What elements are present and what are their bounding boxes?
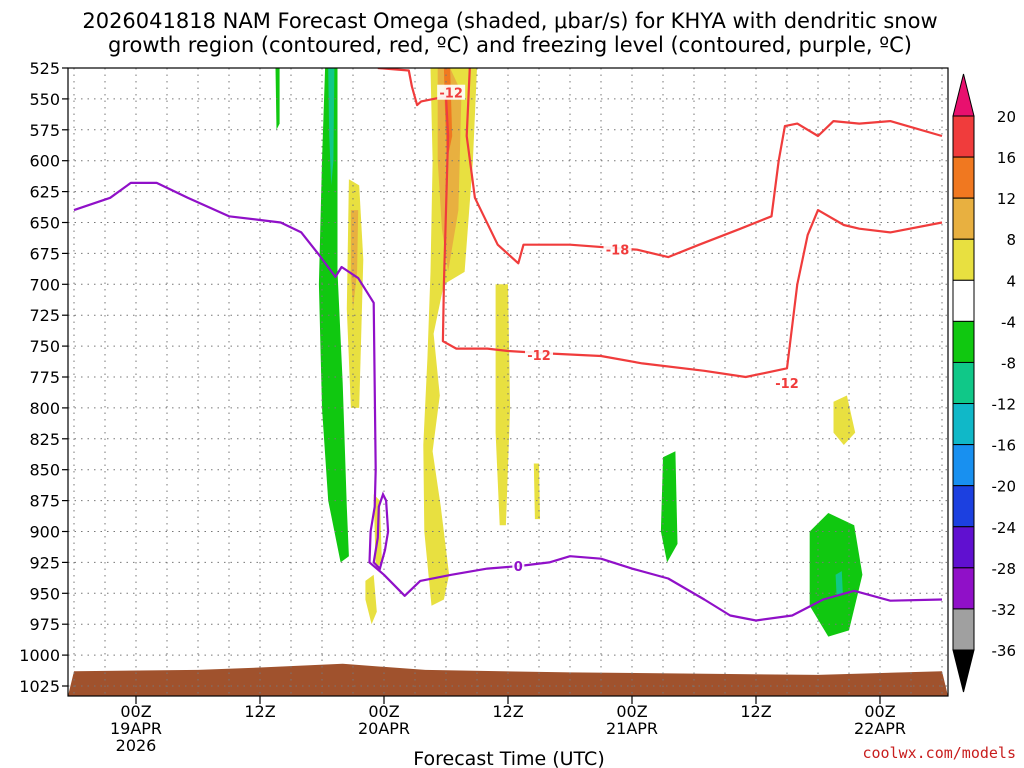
contour-label-bg-3 <box>603 241 632 257</box>
omega-region-10 <box>495 284 511 526</box>
colorbar-bin-4 <box>952 279 975 322</box>
omega-shading-layer <box>275 68 863 637</box>
colorbar-label-11: -28 <box>992 560 1017 578</box>
y-tick-label-750: 750 <box>29 337 60 356</box>
colorbar-label-2: 12 <box>997 190 1016 208</box>
y-tick-label-875: 875 <box>29 492 60 511</box>
colorbar-bin-10 <box>952 526 975 569</box>
x-axis-label: Forecast Time (UTC) <box>413 748 604 768</box>
colorbar-bin-7 <box>952 403 975 446</box>
colorbar-bin-5 <box>952 320 975 363</box>
x-tick-label-6-0: 00Z <box>864 702 895 721</box>
contour-label-bg-1 <box>525 346 553 362</box>
y-tick-label-575: 575 <box>29 121 60 140</box>
colorbar-bin-0 <box>952 115 975 158</box>
colorbar-bin-12 <box>952 608 975 651</box>
x-tick-label-1-0: 12Z <box>244 702 275 721</box>
colorbar-label-12: -32 <box>992 601 1017 619</box>
y-tick-label-600: 600 <box>29 152 60 171</box>
omega-region-2 <box>328 68 335 186</box>
freezing-level-loop <box>372 491 390 571</box>
y-tick-label-675: 675 <box>29 244 60 263</box>
colorbar-label-4: 4 <box>1006 272 1016 290</box>
colorbar-bin-1 <box>952 156 975 199</box>
y-tick-label-950: 950 <box>29 584 60 603</box>
colorbar-label-13: -36 <box>992 642 1017 660</box>
x-tick-label-4-1: 21APR <box>606 719 658 738</box>
x-tick-label-3-0: 12Z <box>492 702 523 721</box>
omega-region-15 <box>835 571 843 596</box>
x-tick-label-0-2: 2026 <box>116 736 157 755</box>
credit-text: coolwx.com/models <box>862 744 1016 762</box>
omega-region-13 <box>660 451 678 563</box>
colorbar-bottom-arrow <box>952 649 975 693</box>
y-tick-label-725: 725 <box>29 306 60 325</box>
y-tick-label-925: 925 <box>29 553 60 572</box>
colorbar-label-9: -20 <box>992 478 1017 496</box>
x-tick-label-2-1: 20APR <box>358 719 410 738</box>
contour-label-bg-0 <box>437 84 466 100</box>
colorbar-label-0: 20 <box>997 108 1016 126</box>
omega-region-8 <box>437 68 462 272</box>
contour-label-bg-4 <box>512 558 525 574</box>
x-tick-label-6-1: 22APR <box>854 719 906 738</box>
y-tick-label-700: 700 <box>29 275 60 294</box>
y-tick-label-850: 850 <box>29 461 60 480</box>
omega-region-5 <box>365 574 377 625</box>
y-tick-label-525: 525 <box>29 59 60 78</box>
x-tick-label-0-1: 19APR <box>110 719 162 738</box>
x-tick-label-4-0: 00Z <box>616 702 647 721</box>
colorbar: 20 16 12 8 4 -4 -8 -12 -16 -20 -24 -28 -32 -36 <box>952 73 1017 693</box>
colorbar-bin-2 <box>952 197 975 240</box>
colorbar-top-arrow <box>952 73 975 117</box>
y-tick-label-800: 800 <box>29 399 60 418</box>
y-tick-label-775: 775 <box>29 368 60 387</box>
y-tick-label-900: 900 <box>29 523 60 542</box>
omega-region-1 <box>318 68 349 563</box>
x-tick-label-0-0: 00Z <box>120 702 151 721</box>
colorbar-label-1: 16 <box>997 149 1016 167</box>
y-tick-label-625: 625 <box>29 183 60 202</box>
colorbar-bin-8 <box>952 444 975 487</box>
colorbar-bin-3 <box>952 238 975 281</box>
omega-region-4 <box>350 210 359 309</box>
contour-line-4 <box>73 181 943 622</box>
y-axis-ticks: 525 550 575 600 625 650 675 700 725 750 775 800 825 8… <box>19 59 68 696</box>
omega-region-12 <box>833 395 856 445</box>
colorbar-bin-6 <box>952 361 975 405</box>
contour-label-3: -18 <box>606 244 630 259</box>
colorbar-label-5: -4 <box>1001 313 1016 331</box>
omega-region-0 <box>275 68 280 130</box>
colorbar-label-3: 8 <box>1006 231 1016 249</box>
contour-label-0: -12 <box>439 87 463 102</box>
y-tick-label-1000: 1000 <box>19 646 60 665</box>
omega-region-11 <box>533 463 540 520</box>
colorbar-bin-11 <box>952 567 975 610</box>
contour-label-2: -12 <box>775 377 799 392</box>
colorbar-label-6: -8 <box>1001 354 1016 372</box>
x-tick-label-2-0: 00Z <box>368 702 399 721</box>
contour-label-4: 0 <box>514 560 523 575</box>
y-tick-label-550: 550 <box>29 90 60 109</box>
x-tick-label-5-0: 12Z <box>740 702 771 721</box>
omega-region-7 <box>423 68 477 606</box>
contour-label-1: -12 <box>527 349 551 364</box>
chart-title-line2: growth region (contoured, red, ºC) and f… <box>108 33 912 57</box>
y-tick-label-650: 650 <box>29 214 60 233</box>
colorbar-label-10: -24 <box>992 519 1017 537</box>
y-tick-label-975: 975 <box>29 615 60 634</box>
contour-line-3 <box>465 68 943 265</box>
y-tick-label-1025: 1025 <box>19 677 60 696</box>
contour-label-bg-2 <box>773 375 801 391</box>
colorbar-label-7: -12 <box>992 396 1017 414</box>
colorbar-bin-9 <box>952 485 975 528</box>
y-tick-label-825: 825 <box>29 430 60 449</box>
colorbar-label-8: -16 <box>992 437 1017 455</box>
chart-title-line1: 2026041818 NAM Forecast Omega (shaded, μ… <box>82 9 937 33</box>
